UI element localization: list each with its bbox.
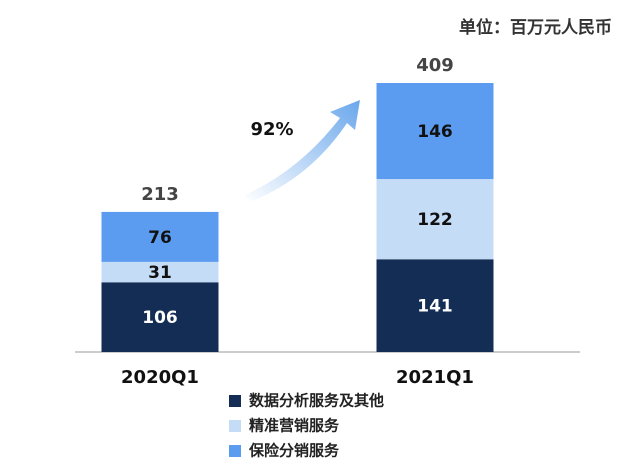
bar-segment <box>376 259 494 352</box>
total-label: 409 <box>416 55 454 76</box>
bar-segment <box>101 282 219 352</box>
growth-label: 92% <box>250 119 293 140</box>
unit-label: 单位：百万元人民币 <box>459 17 612 38</box>
total-label: 213 <box>141 184 179 205</box>
bar-segment <box>101 261 219 283</box>
value-label: 146 <box>417 122 453 142</box>
legend-swatch <box>229 445 241 457</box>
legend-swatch <box>229 395 241 407</box>
bar-segment <box>376 83 494 180</box>
value-label: 106 <box>142 308 178 328</box>
growth-arrow <box>245 100 360 202</box>
legend-swatch <box>229 420 241 432</box>
value-label: 76 <box>148 228 172 248</box>
x-tick-label: 2021Q1 <box>396 367 474 388</box>
legend-label: 数据分析服务及其他 <box>249 392 384 410</box>
legend-label: 精准营销服务 <box>249 417 340 435</box>
bar-segment <box>376 179 494 260</box>
value-label: 31 <box>148 263 172 283</box>
value-label: 141 <box>417 297 453 317</box>
legend-label: 保险分销服务 <box>248 442 340 460</box>
value-label: 122 <box>417 210 453 230</box>
bar-segment <box>101 211 219 262</box>
x-tick-label: 2020Q1 <box>121 367 199 388</box>
